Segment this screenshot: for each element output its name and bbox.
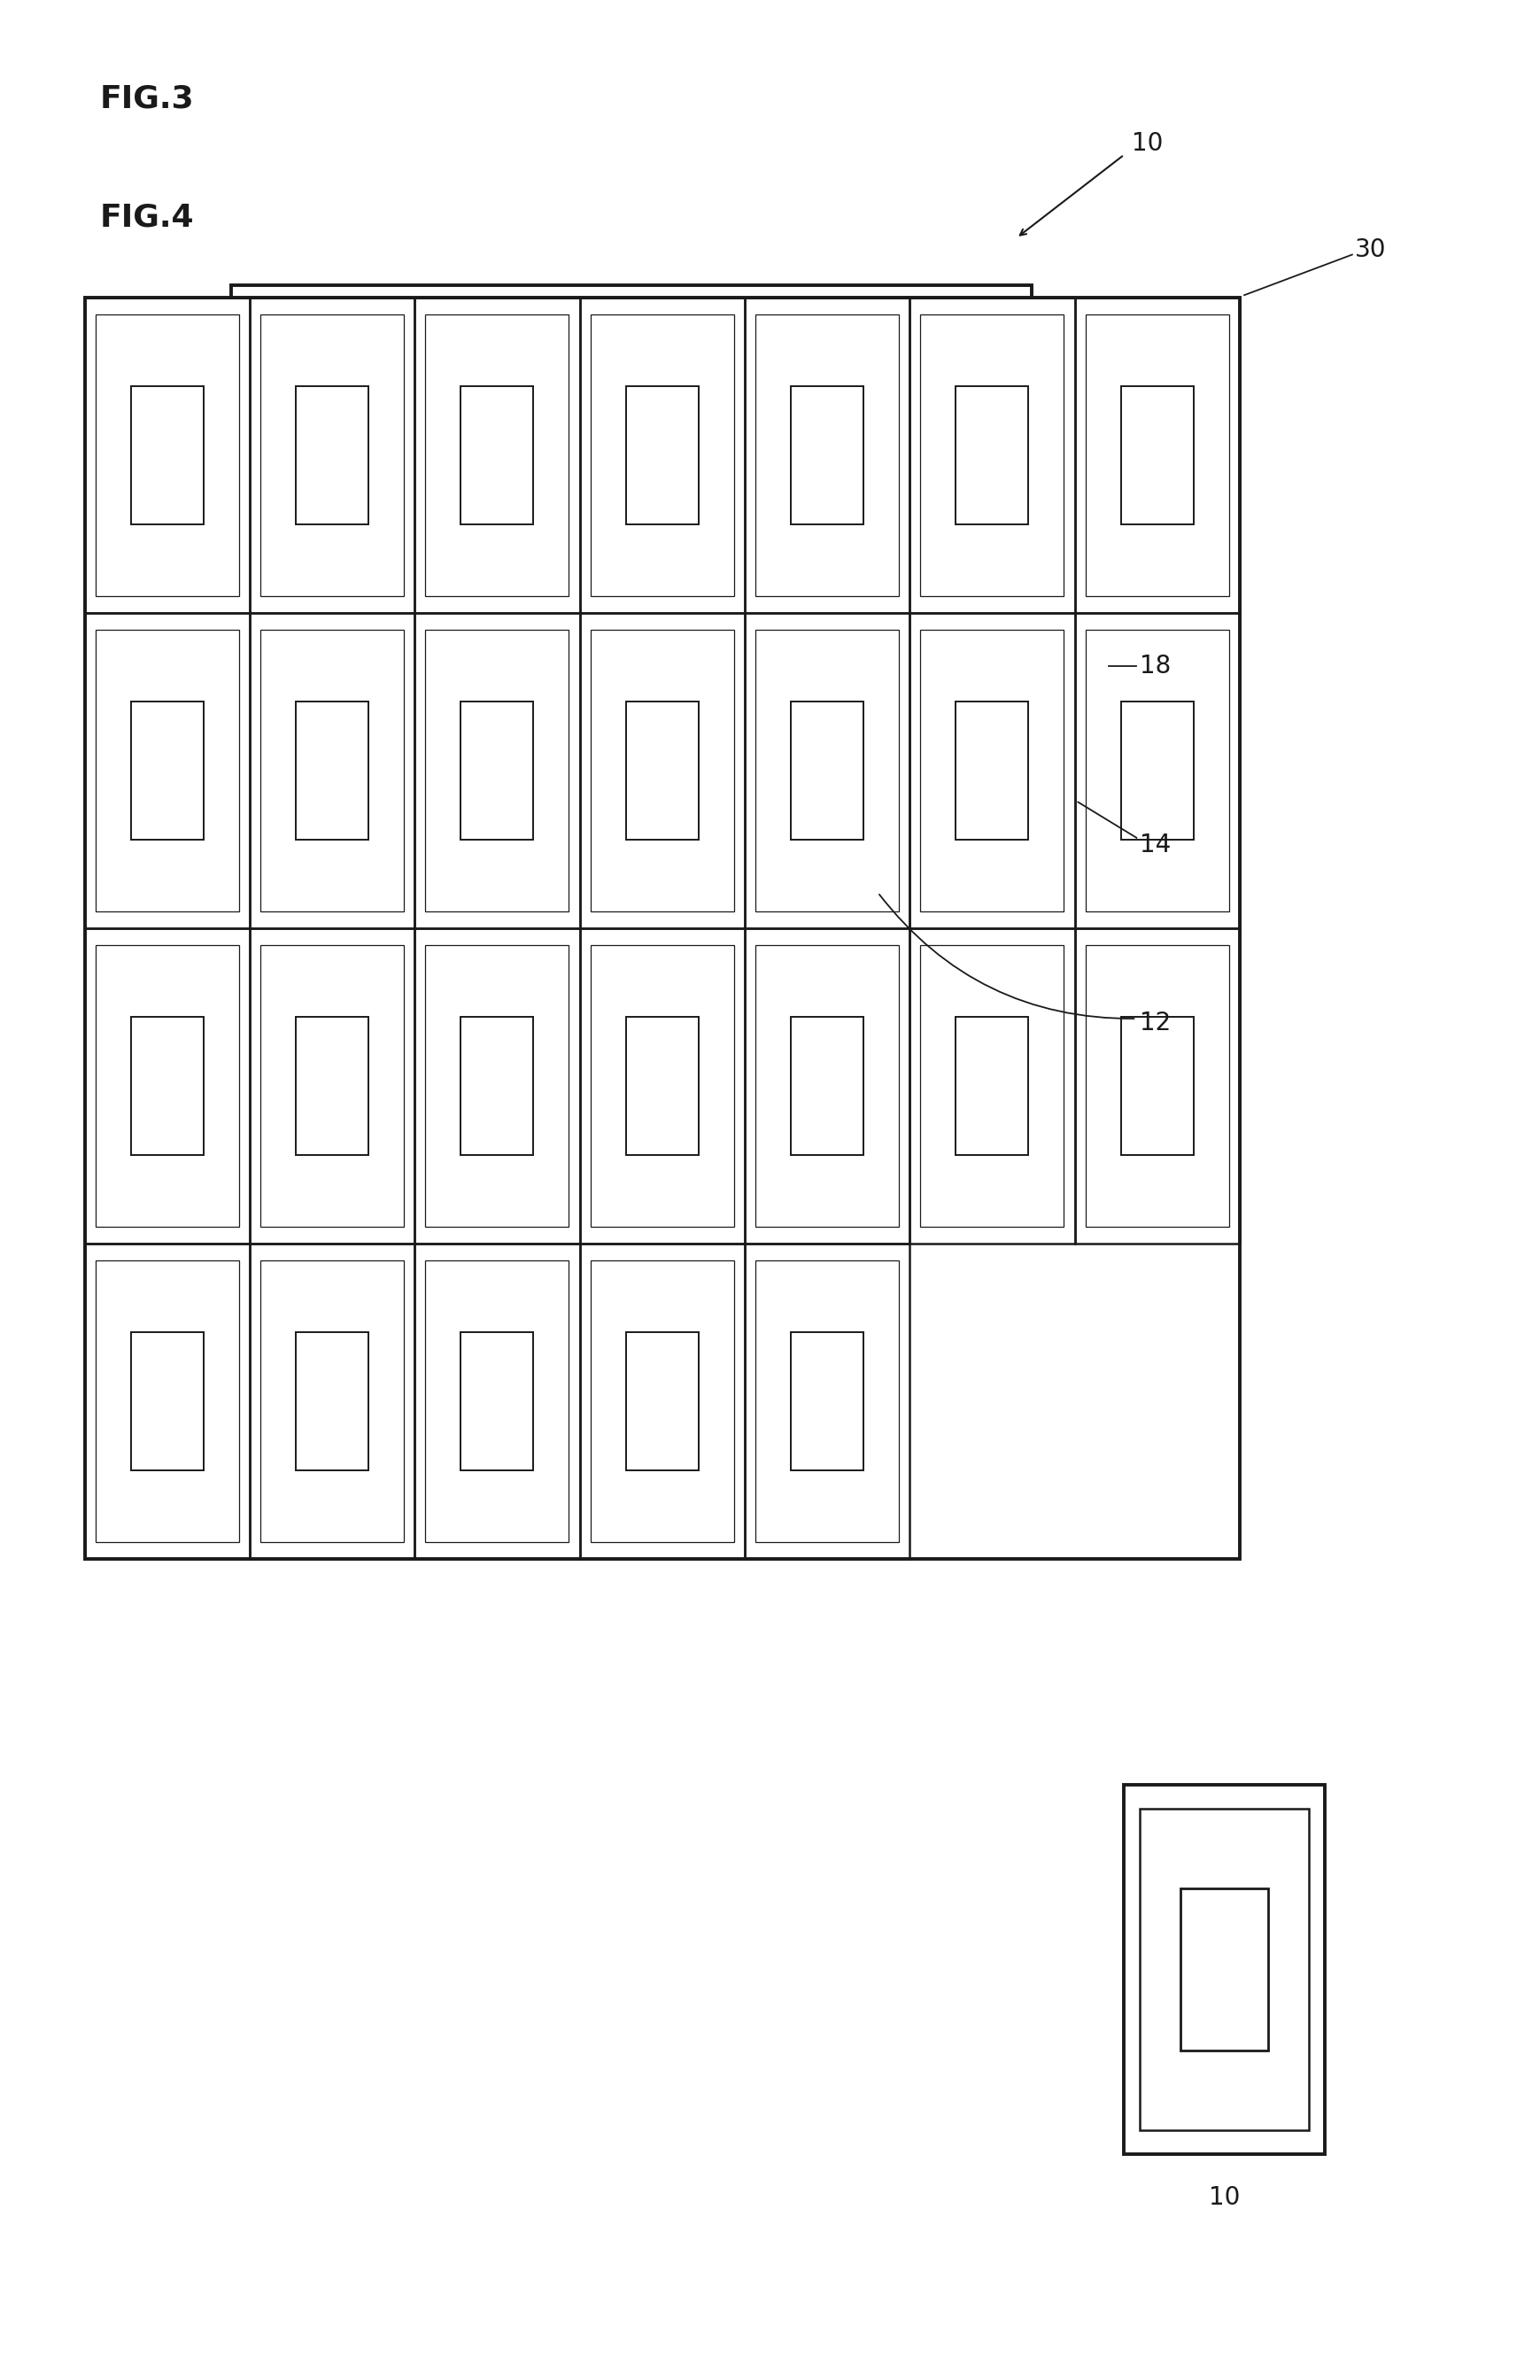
Bar — [95, 314, 239, 597]
Bar — [579, 614, 745, 928]
Bar — [85, 298, 249, 614]
Text: 10: 10 — [1209, 2185, 1240, 2209]
Bar — [425, 314, 568, 597]
Bar — [296, 1016, 368, 1154]
Bar — [85, 298, 1240, 1559]
Bar — [1124, 1785, 1324, 2154]
Bar — [131, 1333, 203, 1471]
Bar — [1086, 945, 1229, 1228]
Text: 30: 30 — [1355, 238, 1386, 262]
Bar — [921, 314, 1064, 597]
Bar — [231, 286, 1032, 1476]
Bar — [625, 702, 699, 840]
Bar — [625, 1016, 699, 1154]
Bar — [756, 628, 899, 912]
Bar — [579, 1242, 745, 1559]
Bar — [249, 298, 414, 614]
Bar — [1075, 928, 1240, 1242]
Bar — [921, 945, 1064, 1228]
Bar — [131, 702, 203, 840]
Bar — [625, 386, 699, 524]
Bar — [424, 690, 762, 1190]
Bar — [460, 1333, 533, 1471]
Bar — [260, 1261, 403, 1542]
Text: 10: 10 — [1132, 131, 1163, 155]
Bar — [270, 345, 993, 1416]
Bar — [85, 614, 249, 928]
Bar — [1086, 628, 1229, 912]
Bar — [425, 945, 568, 1228]
Bar — [1075, 614, 1240, 928]
Bar — [745, 614, 910, 928]
Bar — [260, 314, 403, 597]
Bar — [296, 386, 368, 524]
Bar — [956, 702, 1029, 840]
Bar — [95, 1261, 239, 1542]
Bar — [131, 386, 203, 524]
Bar — [95, 945, 239, 1228]
Bar — [131, 1016, 203, 1154]
Bar — [414, 298, 579, 614]
Text: 14: 14 — [1140, 833, 1170, 857]
Bar — [414, 928, 579, 1242]
Bar — [414, 614, 579, 928]
Bar — [85, 928, 249, 1242]
Bar — [296, 702, 368, 840]
Bar — [745, 298, 910, 614]
Bar — [425, 1261, 568, 1542]
Bar — [756, 314, 899, 597]
Bar — [745, 928, 910, 1242]
Bar — [590, 945, 735, 1228]
Bar — [756, 1261, 899, 1542]
Bar — [579, 298, 745, 614]
Bar — [460, 386, 533, 524]
Bar — [792, 1333, 864, 1471]
Bar — [792, 386, 864, 524]
Bar — [260, 945, 403, 1228]
Bar — [249, 614, 414, 928]
Bar — [910, 298, 1075, 614]
Bar — [414, 1242, 579, 1559]
Bar — [625, 1333, 699, 1471]
Bar — [590, 628, 735, 912]
Bar — [910, 614, 1075, 928]
Bar — [1075, 298, 1240, 614]
Bar — [956, 386, 1029, 524]
Bar — [792, 1016, 864, 1154]
Bar — [1140, 1809, 1309, 2130]
Bar — [296, 1333, 368, 1471]
Text: FIG.3: FIG.3 — [100, 83, 194, 114]
Bar — [1121, 1016, 1194, 1154]
Bar — [590, 314, 735, 597]
Bar — [590, 1261, 735, 1542]
Bar — [756, 945, 899, 1228]
Bar — [792, 702, 864, 840]
Bar — [956, 1016, 1029, 1154]
Bar — [260, 628, 403, 912]
Bar — [579, 928, 745, 1242]
Bar — [249, 1242, 414, 1559]
Text: FIG.4: FIG.4 — [100, 202, 194, 233]
Bar — [460, 702, 533, 840]
Bar — [745, 1242, 910, 1559]
Bar — [425, 628, 568, 912]
Bar — [1180, 1887, 1269, 2052]
Text: 12: 12 — [1140, 1011, 1170, 1035]
Bar — [85, 1242, 249, 1559]
Bar — [921, 628, 1064, 912]
Bar — [910, 928, 1075, 1242]
Bar — [460, 1016, 533, 1154]
Text: 18: 18 — [1140, 654, 1170, 678]
Bar — [1121, 386, 1194, 524]
Bar — [1121, 702, 1194, 840]
Bar — [249, 928, 414, 1242]
Bar — [95, 628, 239, 912]
Bar — [1086, 314, 1229, 597]
